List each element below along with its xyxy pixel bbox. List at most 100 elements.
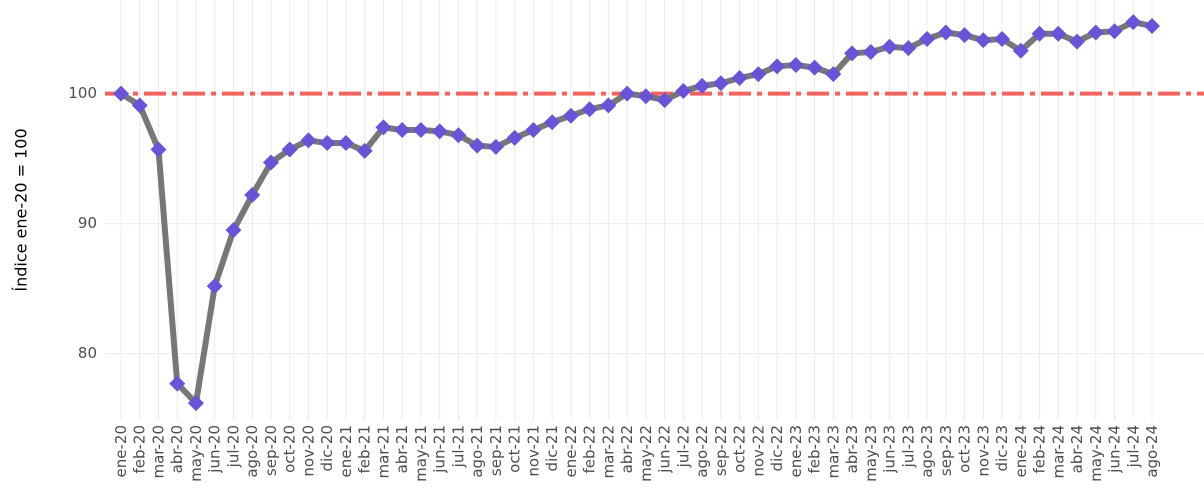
x-tick-label: mar-24 xyxy=(1049,425,1067,479)
marker xyxy=(525,122,542,139)
x-tick-label: oct-23 xyxy=(956,425,974,473)
x-tick-label: oct-22 xyxy=(731,425,749,473)
marker xyxy=(1106,23,1123,40)
x-tick-label: mar-22 xyxy=(599,425,617,479)
x-tick-label: mar-20 xyxy=(149,425,167,479)
x-tick-label: may-22 xyxy=(637,425,655,482)
marker xyxy=(862,44,879,61)
marker xyxy=(994,31,1011,48)
marker xyxy=(600,97,617,114)
marker xyxy=(187,395,204,412)
marker xyxy=(469,137,486,154)
marker xyxy=(319,135,336,152)
x-tick-label: nov-23 xyxy=(974,425,992,477)
marker xyxy=(169,375,186,392)
marker xyxy=(975,32,992,49)
marker xyxy=(337,135,354,152)
x-tick-label: ene-22 xyxy=(562,425,580,477)
x-tick-label: may-20 xyxy=(187,425,205,482)
marker xyxy=(131,97,148,114)
marker xyxy=(225,222,242,239)
x-tick-label: sep-22 xyxy=(712,425,730,476)
marker xyxy=(731,70,748,87)
x-tick-label: abr-22 xyxy=(618,425,636,473)
x-tick-label: jun-20 xyxy=(206,425,224,474)
x-tick-label: feb-22 xyxy=(581,425,599,474)
x-tick-label: sep-21 xyxy=(487,425,505,476)
y-axis-title: Índice ene-20 = 100 xyxy=(12,128,31,291)
marker xyxy=(881,38,898,55)
x-tick-label: jul-20 xyxy=(224,425,242,468)
x-tick-label: abr-21 xyxy=(393,425,411,473)
x-tick-label: jul-21 xyxy=(449,425,467,468)
x-tick-label: abr-24 xyxy=(1068,425,1086,473)
x-tick-label: jul-24 xyxy=(1124,425,1142,468)
marker xyxy=(787,57,804,74)
marker xyxy=(1087,24,1104,41)
marker xyxy=(900,40,917,57)
marker xyxy=(656,92,673,109)
x-tick-label: ago-21 xyxy=(468,425,486,478)
x-tick-label: ene-20 xyxy=(112,425,130,477)
marker xyxy=(806,59,823,76)
x-tick-label: may-21 xyxy=(412,425,430,482)
x-tick-label: abr-20 xyxy=(168,425,186,473)
x-tick-label: jun-24 xyxy=(1106,425,1124,474)
marker xyxy=(712,75,729,92)
marker xyxy=(113,85,129,102)
x-tick-label: dic-20 xyxy=(318,425,336,471)
marker xyxy=(262,154,279,171)
marker xyxy=(356,142,373,159)
x-tick-label: ene-23 xyxy=(787,425,805,477)
y-tick-label: 80 xyxy=(78,344,97,362)
y-tick-label: 100 xyxy=(68,84,97,102)
marker xyxy=(1069,33,1086,50)
marker xyxy=(394,122,411,139)
x-tick-label: mar-21 xyxy=(374,425,392,479)
marker xyxy=(506,129,523,146)
marker xyxy=(544,114,561,131)
x-tick-label: dic-22 xyxy=(768,425,786,471)
marker xyxy=(675,83,692,100)
marker xyxy=(581,101,598,118)
x-tick-label: ago-22 xyxy=(693,425,711,478)
x-tick-label: oct-20 xyxy=(281,425,299,473)
x-tick-label: oct-21 xyxy=(506,425,524,473)
x-tick-label: dic-23 xyxy=(993,425,1011,471)
x-tick-label: jul-22 xyxy=(674,425,692,468)
marker xyxy=(450,127,467,144)
x-tick-label: sep-20 xyxy=(262,425,280,476)
line xyxy=(119,19,1153,407)
x-tick-label: nov-20 xyxy=(299,425,317,477)
marker xyxy=(694,77,711,94)
marker xyxy=(619,85,636,102)
marker xyxy=(562,107,579,124)
x-tick-label: nov-22 xyxy=(749,425,767,477)
x-tick-label: ago-23 xyxy=(918,425,936,478)
marker xyxy=(150,141,167,158)
marker xyxy=(375,119,392,136)
marker xyxy=(769,58,786,75)
marker xyxy=(1031,25,1048,42)
x-tick-label: abr-23 xyxy=(843,425,861,473)
x-tick-label: jun-21 xyxy=(431,425,449,474)
x-tick-label: feb-23 xyxy=(806,425,824,474)
marker xyxy=(937,24,954,41)
marker xyxy=(1144,18,1160,35)
marker xyxy=(487,138,504,155)
x-tick-label: ene-24 xyxy=(1012,425,1030,477)
marker xyxy=(244,187,261,204)
marker xyxy=(825,66,842,83)
x-tick-label: jun-23 xyxy=(881,425,899,474)
x-tick-label: jul-23 xyxy=(899,425,917,468)
x-tick-label: feb-20 xyxy=(131,425,149,474)
marker xyxy=(300,132,317,149)
x-tick-label: dic-21 xyxy=(543,425,561,471)
x-tick-label: feb-24 xyxy=(1031,425,1049,474)
marker xyxy=(431,123,448,140)
x-tick-label: ene-21 xyxy=(337,425,355,477)
x-tick-label: may-23 xyxy=(862,425,880,482)
marker xyxy=(206,278,223,295)
marker xyxy=(1012,42,1029,59)
